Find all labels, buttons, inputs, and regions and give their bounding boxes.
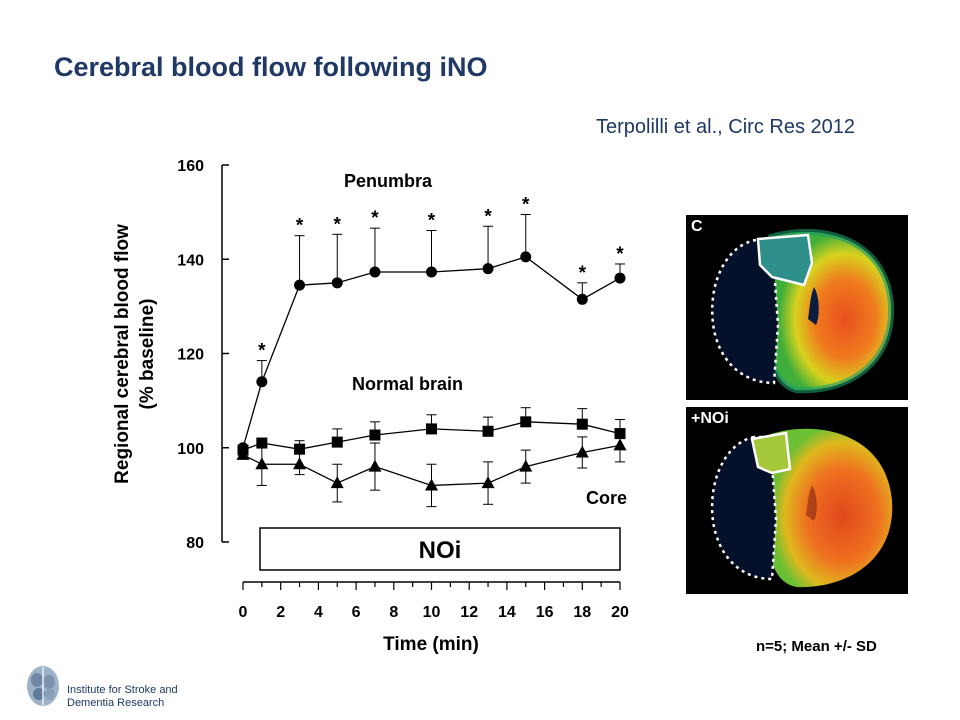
brain-scan-control: C (686, 215, 908, 400)
x-axis-label: Time (min) (383, 634, 479, 655)
y-tick-label: 140 (177, 252, 204, 269)
x-tick-label: 16 (536, 604, 554, 621)
scan-label-noi: +NOi (691, 410, 729, 427)
brain-logo-icon (27, 666, 59, 706)
data-point-core (330, 476, 344, 489)
data-point-normal-brain (426, 423, 437, 435)
y-tick-label: 120 (177, 347, 204, 364)
brain-scan-noi-image (710, 428, 893, 588)
x-tick-label: 10 (423, 604, 441, 621)
data-point-normal-brain (369, 429, 381, 441)
data-point-penumbra (369, 266, 381, 278)
series-label-normal-brain: Normal brain (352, 374, 463, 394)
significance-marker: * (522, 194, 530, 215)
brain-scan-noi: +NOi (686, 407, 908, 594)
brain-scan-control-image (711, 228, 895, 394)
stats-note: n=5; Mean +/- SD (756, 638, 877, 655)
x-tick-label: 14 (498, 604, 516, 621)
institute-name-line1: Institute for Stroke and (67, 684, 178, 696)
y-axis-label-line1: Regional cerebral blood flow (112, 224, 133, 484)
data-point-core (255, 457, 269, 470)
institute-name: Institute for Stroke and Dementia Resear… (67, 684, 207, 710)
data-point-core (236, 447, 250, 460)
institute-name-line2: Dementia Research (67, 697, 165, 709)
y-tick-label: 160 (177, 158, 204, 175)
data-point-penumbra (482, 263, 494, 275)
series-line-penumbra (242, 256, 621, 448)
significance-marker: * (371, 208, 379, 229)
data-point-core (613, 438, 627, 451)
significance-marker: * (428, 211, 436, 232)
significance-marker: * (616, 244, 624, 265)
x-tick-label: 8 (389, 604, 398, 621)
data-point-penumbra (614, 272, 626, 284)
data-point-penumbra (426, 266, 437, 278)
treatment-bar-label: NOi (419, 537, 462, 564)
data-point-normal-brain (576, 418, 588, 430)
data-point-normal-brain (331, 436, 343, 448)
data-point-core (293, 457, 307, 470)
series-line-core (242, 444, 621, 487)
data-point-penumbra (576, 293, 588, 305)
data-point-penumbra (294, 279, 306, 291)
x-tick-label: 4 (314, 604, 323, 621)
data-point-core (519, 459, 533, 472)
series-label-penumbra: Penumbra (344, 171, 433, 191)
series-label-core: Core (586, 488, 627, 508)
x-tick-label: 12 (460, 604, 478, 621)
significance-marker: * (296, 216, 304, 237)
treatment-bar (259, 527, 621, 571)
x-tick-label: 20 (611, 604, 629, 621)
data-point-normal-brain (482, 425, 494, 437)
data-point-normal-brain (294, 443, 306, 455)
x-tick-label: 2 (276, 604, 285, 621)
significance-marker: * (579, 263, 587, 284)
x-tick-label: 18 (573, 604, 591, 621)
data-point-normal-brain (520, 416, 532, 428)
significance-marker: * (484, 206, 492, 227)
y-axis-label-line2: (% baseline) (137, 299, 158, 410)
significance-marker: * (258, 341, 266, 362)
x-tick-label: 0 (239, 604, 248, 621)
y-tick-label: 80 (186, 535, 204, 552)
data-point-core (575, 445, 589, 458)
y-tick-label: 100 (177, 441, 204, 458)
data-point-penumbra (256, 376, 268, 388)
slide-title: Cerebral blood flow following iNO (54, 52, 488, 82)
data-point-penumbra (520, 251, 532, 263)
data-point-penumbra (331, 277, 343, 289)
series-line-normal-brain (242, 421, 621, 451)
data-point-core (425, 478, 438, 491)
significance-marker: * (334, 214, 342, 235)
data-point-core (481, 476, 495, 489)
citation: Terpolilli et al., Circ Res 2012 (596, 116, 855, 138)
data-point-core (368, 459, 382, 472)
scan-label-control: C (691, 218, 703, 235)
x-tick-label: 6 (352, 604, 361, 621)
